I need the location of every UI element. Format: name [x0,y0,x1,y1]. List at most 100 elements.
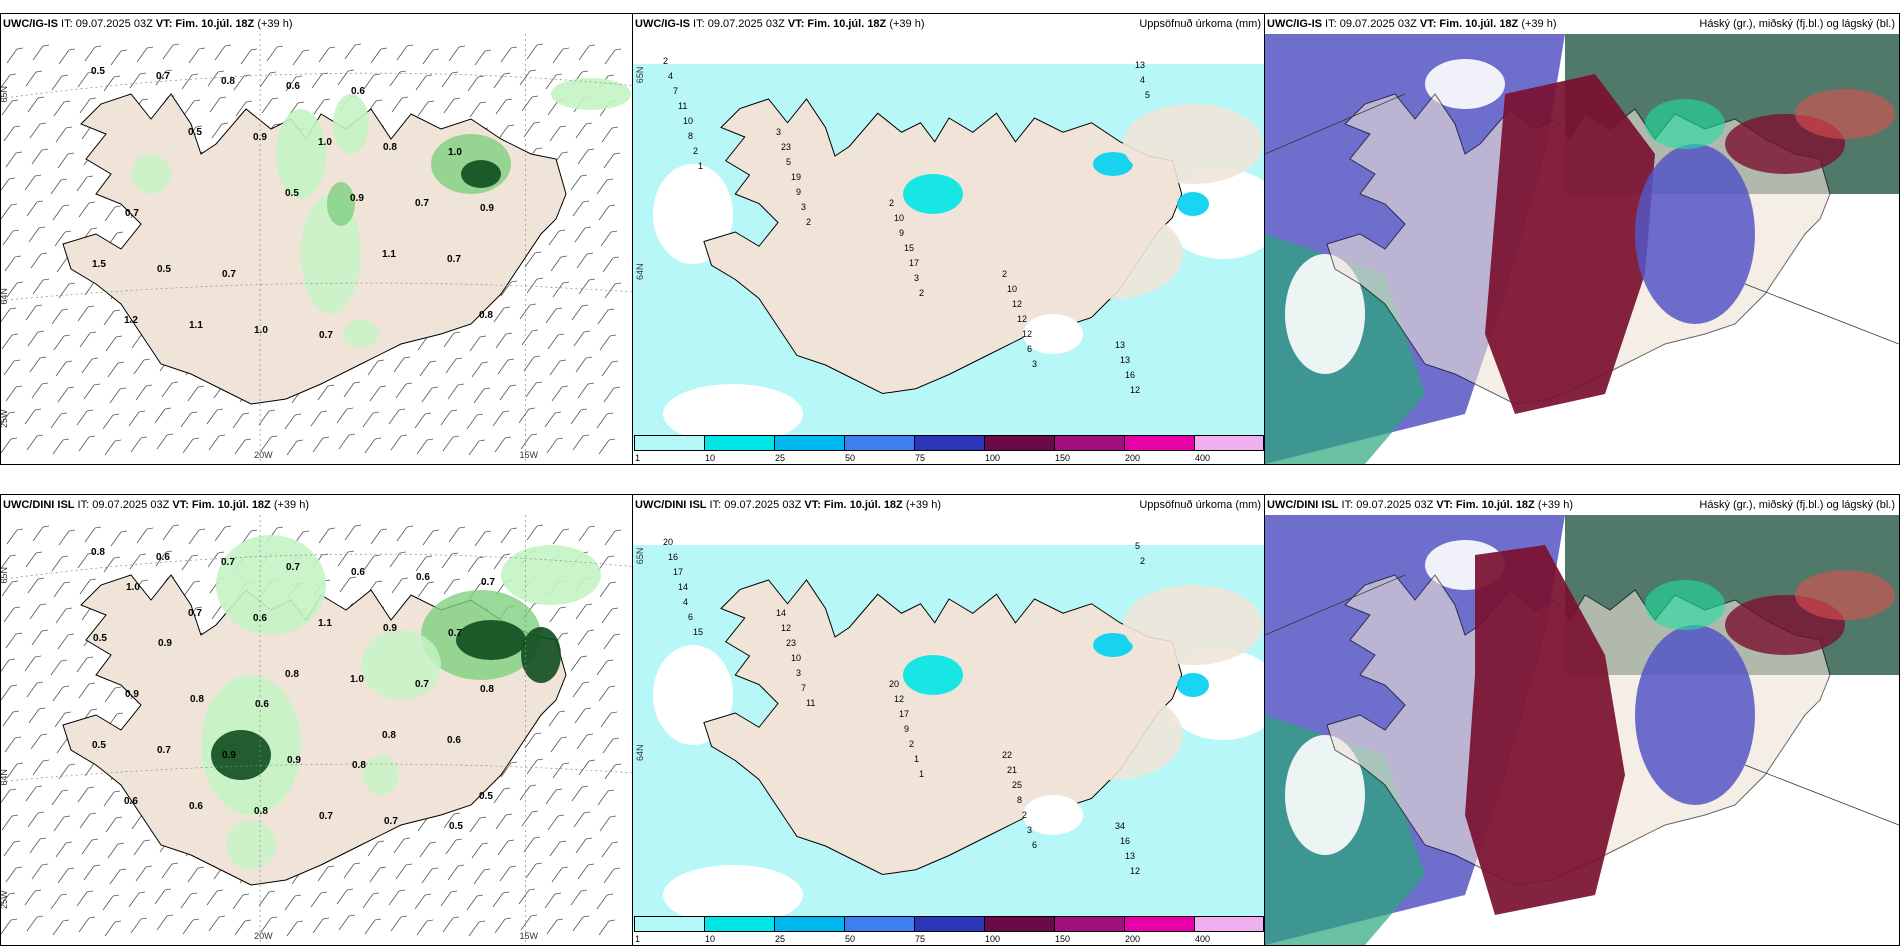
precip-value-label: 0.7 [415,198,429,209]
colorbar-swatch [984,435,1054,451]
accum-precip-label: 13 [1115,340,1125,350]
accum-precip-label: 9 [904,724,909,734]
precip-value-label: 0.7 [188,608,202,619]
latitude-label: 65N [635,67,645,84]
precip-value-label: 0.9 [350,193,364,204]
colorbar-tick-label: 1 [635,453,641,463]
accum-precip-label: 2 [693,146,698,156]
colorbar-tick-label: 25 [775,453,786,463]
panel-title: UWC/IG-IS IT: 09.07.2025 03Z VT: Fim. 10… [635,18,925,30]
precip-value-label: 0.7 [447,254,461,265]
accum-precip-label: 14 [776,608,786,618]
map-accum-precip: 65N64N2322134231010137591216111915121210… [633,34,1265,444]
precip-value-label: 0.9 [222,750,236,761]
precip-value-label: 0.8 [285,669,299,680]
accum-precip-label: 2 [1022,810,1027,820]
panel-right-title: Uppsöfnuð úrkoma (mm) [1139,499,1261,511]
latitude-label: 65N [635,548,645,565]
colorbar-tick-label: 50 [845,934,856,944]
precip-value-label: 0.9 [158,638,172,649]
precip-value-label: 0.9 [287,755,301,766]
latitude-label: 64N [635,263,645,280]
accum-precip-label: 2 [663,56,668,66]
precip-value-label: 0.6 [286,81,300,92]
colorbar-swatch [774,435,844,451]
accum-precip-label: 1 [914,754,919,764]
accum-precip-label: 23 [786,638,796,648]
panel-right-title: Háský (gr.), miðský (fj.bl.) og lágský (… [1699,499,1895,511]
accum-precip-label: 10 [791,653,801,663]
accum-precip-label: 12 [1017,314,1027,324]
colorbar-swatch [1054,435,1124,451]
precip-value-label: 0.8 [480,684,494,695]
accum-precip-label: 12 [1012,299,1022,309]
precip-value-label: 0.7 [157,745,171,756]
colorbar-swatch [1054,916,1124,932]
precip-value-label: 0.7 [384,816,398,827]
colorbar-swatch [634,435,704,451]
colorbar-tick-label: 150 [1055,453,1071,463]
map-clouds [1265,34,1899,464]
precip-value-label: 1.0 [126,582,140,593]
cloud-panel-ig-is: UWC/IG-IS IT: 09.07.2025 03Z VT: Fim. 10… [1264,13,1900,465]
precip-value-label: 1.0 [254,325,268,336]
precip-value-label: 0.6 [351,567,365,578]
panel-title: UWC/DINI ISL IT: 09.07.2025 03Z VT: Fim.… [3,499,309,511]
colorbar-swatch [1124,435,1194,451]
longitude-label: 15W [520,931,539,941]
accum-precip-label: 22 [1002,750,1012,760]
colorbar-swatch [1194,916,1264,932]
accum-precip-label: 3 [801,202,806,212]
accum-precip-label: 1 [919,769,924,779]
precip-value-label: 0.6 [156,552,170,563]
accum-precip-label: 5 [1145,90,1150,100]
precip-value-label: 0.6 [447,735,461,746]
precip-value-label: 1.1 [318,618,332,629]
accum-precip-label: 2 [889,198,894,208]
latitude-label: 64N [1,769,9,786]
precip-value-label: 0.5 [479,791,493,802]
accum-precip-label: 7 [673,86,678,96]
panel-title: UWC/IG-IS IT: 09.07.2025 03Z VT: Fim. 10… [3,18,293,30]
accum-precip-label: 3 [796,668,801,678]
precip-value-label: 0.5 [91,66,105,77]
colorbar: 1 10 25 50 75 100 150 200 400 [634,916,1264,944]
accum-precip-label: 17 [673,567,683,577]
precip-value-label: 0.7 [221,557,235,568]
precip-value-label: 1.5 [92,259,106,270]
longitude-label: 25W [1,890,9,909]
map-accum-precip: 65N64N2014202234161212211617231725131410… [633,515,1265,925]
accum-precip-label: 15 [904,243,914,253]
panel-title: UWC/IG-IS IT: 09.07.2025 03Z VT: Fim. 10… [1267,18,1557,30]
precip-value-label: 0.6 [189,801,203,812]
colorbar-tick-label: 75 [915,453,926,463]
accum-precip-label: 8 [688,131,693,141]
accum-precip-label: 23 [781,142,791,152]
precip-value-label: 1.1 [382,249,396,260]
precip-value-label: 0.9 [480,203,494,214]
accum-precip-label: 11 [806,698,815,708]
accum-precip-label: 4 [668,71,673,81]
accum-precip-label: 6 [1027,344,1032,354]
colorbar-tick-label: 150 [1055,934,1071,944]
low-cloud-field [1485,74,1655,414]
precip-value-label: 0.5 [449,821,463,832]
accum-precip-label: 16 [1125,370,1135,380]
precip-value-label: 0.7 [481,577,495,588]
map-wind-precip: 20W 15W 65N 64N 25W 0.5 0.5 0.5 1.1 0.8 0.7 0.9 0.9 0… [1,34,633,464]
precip-value-label: 0.6 [416,572,430,583]
precip-value-label: 0.7 [448,628,462,639]
accum-precip-label: 13 [1135,60,1145,70]
accum-precip-label: 4 [1140,75,1145,85]
colorbar-tick-label: 100 [985,934,1001,944]
accum-precip-label: 8 [1017,795,1022,805]
accum-precip-label: 2 [919,288,924,298]
precip-value-label: 0.7 [319,811,333,822]
accum-precip-label: 6 [1032,840,1037,850]
colorbar-swatch [774,916,844,932]
accum-precip-label: 13 [1125,851,1135,861]
colorbar-tick-label: 75 [915,934,926,944]
accum-precip-panel-ig-is: UWC/IG-IS IT: 09.07.2025 03Z VT: Fim. 10… [632,13,1266,465]
precip-value-label: 0.7 [286,562,300,573]
latitude-label: 65N [1,86,9,103]
